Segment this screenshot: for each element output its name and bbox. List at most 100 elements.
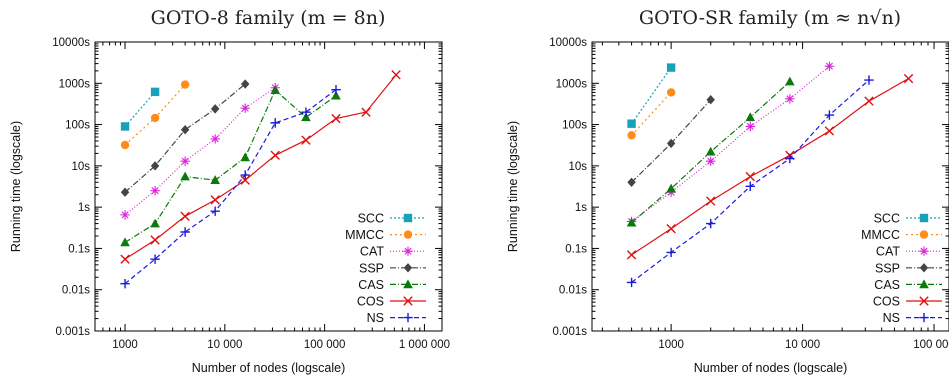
series-line: [631, 81, 791, 224]
data-point: [180, 80, 190, 89]
data-point: [361, 107, 371, 117]
y-tick-label: 10s: [71, 161, 90, 173]
chart-title: GOTO-SR family (m ≈ n√n): [639, 7, 901, 29]
data-point: [666, 63, 676, 72]
data-point: [240, 170, 250, 180]
legend-marker: [403, 213, 413, 223]
data-point: [150, 235, 160, 245]
series-ssp: [627, 95, 715, 187]
y-axis-label: Running time (logscale): [9, 121, 23, 252]
legend-marker: [403, 279, 413, 289]
legend: SCC MMCC CAT SSP CAS COS NS: [861, 212, 942, 325]
x-tick-label: 10 000: [207, 339, 242, 351]
series-line: [124, 74, 397, 260]
series-line: [124, 89, 337, 243]
x-tick-label: 1 000 000: [399, 339, 450, 351]
legend-label: CAS: [874, 278, 900, 292]
data-point: [120, 210, 130, 220]
data-point: [666, 247, 676, 258]
data-point: [120, 187, 130, 197]
x-tick-label: 10 000: [785, 339, 820, 351]
y-tick-label: 1000s: [59, 78, 91, 90]
plot-frame: [94, 41, 443, 332]
data-point: [210, 195, 220, 205]
y-tick-label: 0.01s: [559, 285, 587, 297]
data-point: [120, 122, 130, 131]
plot-frame: [591, 41, 949, 332]
data-point: [706, 218, 716, 229]
data-point: [824, 126, 835, 136]
data-point: [150, 161, 160, 171]
data-point: [270, 150, 280, 161]
data-point: [705, 146, 716, 156]
legend-label: CAT: [360, 245, 384, 259]
data-point: [120, 254, 130, 264]
legend-label: NS: [883, 311, 900, 325]
data-point: [626, 250, 637, 260]
data-point: [180, 125, 190, 135]
data-point: [331, 113, 341, 124]
data-point: [785, 76, 795, 86]
y-tick-label: 0.001s: [55, 326, 90, 338]
data-point: [240, 103, 250, 113]
chart-panel-1: GOTO-8 family (m = 8n) 0.001s 0.01s 0.1s 1s 1…: [9, 7, 450, 375]
data-point: [706, 95, 715, 105]
data-point: [627, 177, 636, 187]
series-ns: [120, 84, 341, 289]
data-point: [745, 112, 756, 122]
data-point: [210, 206, 220, 216]
legend-label: COS: [357, 295, 384, 309]
data-point: [210, 104, 220, 114]
legend: SCC MMCC CAT SSP CAS COS NS: [345, 212, 426, 325]
series-line: [124, 89, 337, 285]
data-point: [626, 217, 637, 227]
legend-marker: [403, 296, 413, 306]
data-point: [745, 171, 755, 182]
data-point: [240, 152, 251, 162]
data-point: [120, 140, 130, 150]
y-tick-label: 0.1s: [68, 243, 90, 255]
data-point: [210, 175, 220, 184]
legend-marker: [403, 230, 413, 239]
data-point: [864, 75, 874, 85]
data-point: [706, 196, 716, 206]
data-point: [241, 79, 250, 89]
y-tick-label: 1s: [78, 202, 90, 214]
legend-label: SCC: [874, 212, 900, 226]
data-point: [180, 156, 190, 166]
data-point: [150, 218, 160, 228]
data-point: [301, 135, 311, 145]
legend-marker: [403, 246, 413, 256]
legend-marker: [919, 312, 929, 323]
x-tick-label: 1000: [658, 339, 684, 351]
series-mmcc: [120, 80, 190, 150]
data-point: [210, 134, 220, 144]
legend-label: SSP: [875, 261, 900, 275]
data-point: [745, 121, 755, 132]
data-point: [331, 84, 341, 95]
data-point: [180, 227, 190, 237]
chart-title: GOTO-8 family (m = 8n): [151, 7, 386, 29]
legend-label: SSP: [359, 261, 384, 275]
legend-label: COS: [873, 295, 900, 309]
data-point: [391, 70, 401, 80]
data-point: [150, 186, 160, 196]
y-tick-label: 1000s: [556, 78, 588, 90]
series-ssp: [120, 79, 250, 197]
data-point: [785, 153, 795, 164]
legend-label: CAT: [876, 245, 900, 259]
series-mmcc: [627, 88, 676, 140]
data-point: [180, 171, 190, 181]
data-point: [824, 61, 835, 71]
legend-label: MMCC: [861, 228, 900, 242]
series-line: [124, 87, 276, 216]
y-tick-label: 10s: [568, 161, 587, 173]
series-scc: [120, 87, 160, 131]
x-axis-label: Number of nodes (logscale): [694, 361, 848, 375]
legend-marker: [919, 263, 929, 273]
data-point: [301, 107, 311, 117]
x-tick-label: 100 000: [913, 339, 949, 351]
series-scc: [627, 63, 676, 128]
y-axis-label: Running time (logscale): [506, 121, 520, 252]
x-tick-label: 100 000: [304, 339, 346, 351]
